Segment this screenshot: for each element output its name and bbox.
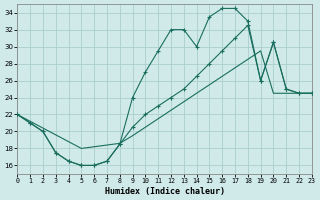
X-axis label: Humidex (Indice chaleur): Humidex (Indice chaleur): [105, 187, 225, 196]
